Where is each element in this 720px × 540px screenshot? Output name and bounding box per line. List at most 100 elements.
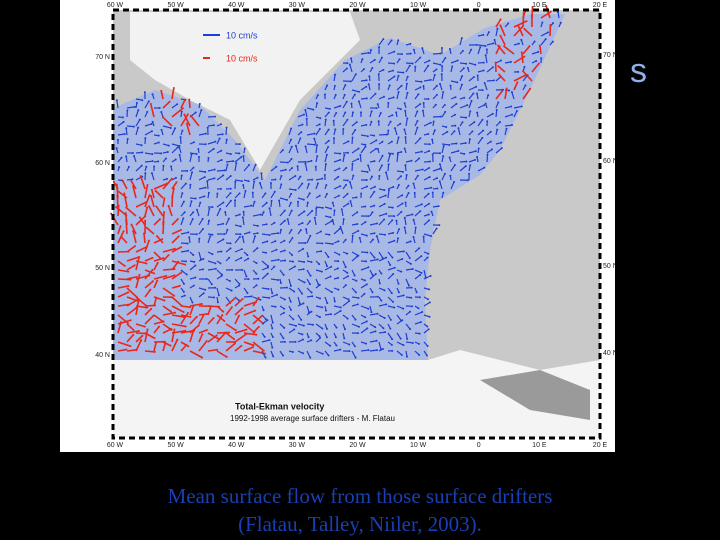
arrow-head: [382, 68, 385, 71]
arrow-head: [523, 65, 526, 68]
drift-arrow: [171, 87, 175, 100]
arrow-head: [409, 42, 412, 45]
arrow-head: [515, 110, 518, 113]
arrow-head: [438, 180, 441, 183]
arrow-head: [141, 99, 144, 102]
arrow-head: [233, 338, 236, 341]
arrow-head: [364, 316, 367, 319]
arrow-head: [290, 157, 293, 160]
arrow-head: [138, 118, 141, 121]
arrow-head: [274, 305, 277, 308]
arrow-head: [213, 177, 216, 180]
drift-arrow: [207, 260, 216, 264]
arrow-head: [283, 307, 286, 310]
arrow-head: [289, 300, 292, 303]
arrow-head: [157, 134, 160, 137]
drift-arrow: [288, 128, 292, 136]
drift-arrow: [351, 230, 359, 235]
arrow-head: [156, 279, 159, 282]
drift-arrow: [243, 301, 257, 307]
arrow-head: [440, 73, 443, 76]
drift-arrow: [468, 121, 475, 127]
arrow-head: [300, 318, 303, 321]
arrow-head: [283, 219, 286, 222]
drift-arrow: [441, 145, 445, 154]
arrow-head: [334, 93, 337, 96]
arrow-head: [412, 235, 415, 238]
arrow-head: [391, 219, 394, 222]
arrow-head: [383, 202, 386, 205]
arrow-head: [395, 111, 398, 114]
arrow-head: [172, 86, 175, 89]
drift-arrow: [396, 294, 404, 298]
drift-arrow: [144, 184, 149, 199]
arrow-head: [177, 235, 180, 238]
drift-arrow: [324, 341, 331, 347]
drift-arrow: [396, 91, 400, 100]
arrow-head: [184, 329, 187, 332]
arrow-head: [327, 145, 330, 148]
arrow-head: [228, 256, 231, 259]
arrow-head: [446, 130, 449, 133]
arrow-head: [121, 116, 124, 119]
arrow-head: [407, 191, 410, 194]
arrow-head: [323, 93, 326, 96]
arrow-head: [435, 68, 438, 71]
arrow-head: [145, 262, 148, 265]
arrow-head: [138, 216, 141, 219]
arrow-head: [483, 166, 486, 169]
arrow-head: [413, 191, 416, 194]
arrow-head: [131, 178, 134, 181]
arrow-head: [281, 149, 284, 152]
drift-arrow: [270, 294, 278, 298]
drift-arrow: [342, 203, 349, 208]
arrow-head: [406, 117, 409, 120]
drift-arrow: [117, 121, 125, 127]
arrow-head: [216, 192, 219, 195]
arrow-head: [155, 341, 158, 344]
arrow-head: [316, 144, 319, 147]
drift-arrow: [149, 103, 155, 118]
arrow-head: [130, 180, 133, 183]
arrow-head: [456, 81, 459, 84]
arrow-head: [354, 129, 357, 132]
arrow-head: [189, 114, 192, 117]
drift-arrow: [162, 198, 166, 208]
arrow-head: [289, 308, 292, 311]
arrow-head: [404, 164, 407, 167]
arrow-head: [239, 225, 242, 228]
drift-arrow: [297, 183, 303, 190]
drift-arrow: [270, 191, 276, 199]
arrow-head: [311, 323, 314, 326]
drift-arrow: [432, 228, 438, 235]
arrow-head: [153, 350, 156, 353]
arrow-head: [294, 189, 297, 192]
arrow-head: [365, 320, 368, 323]
arrow-head: [151, 160, 154, 163]
drift-arrow: [207, 168, 215, 172]
arrow-head: [439, 52, 442, 55]
arrow-head: [448, 47, 451, 50]
drift-arrow: [441, 91, 444, 100]
drift-arrow: [378, 233, 386, 236]
drift-arrow: [252, 236, 256, 244]
arrow-head: [492, 79, 495, 82]
arrow-head: [421, 109, 424, 112]
arrow-head: [347, 140, 350, 143]
drift-arrow: [441, 111, 446, 118]
drift-arrow: [324, 154, 328, 163]
arrow-head: [462, 67, 465, 70]
arrow-head: [344, 183, 347, 186]
arrow-head: [412, 48, 415, 51]
arrow-head: [438, 167, 441, 170]
arrow-head: [311, 178, 314, 181]
arrow-head: [191, 301, 194, 304]
drift-arrow: [252, 213, 261, 217]
arrow-head: [343, 154, 346, 157]
drift-arrow: [207, 317, 215, 325]
drift-arrow: [225, 192, 231, 199]
drift-arrow: [441, 131, 448, 136]
arrow-head: [433, 129, 436, 132]
arrow-head: [382, 38, 385, 41]
arrow-head: [242, 155, 245, 158]
